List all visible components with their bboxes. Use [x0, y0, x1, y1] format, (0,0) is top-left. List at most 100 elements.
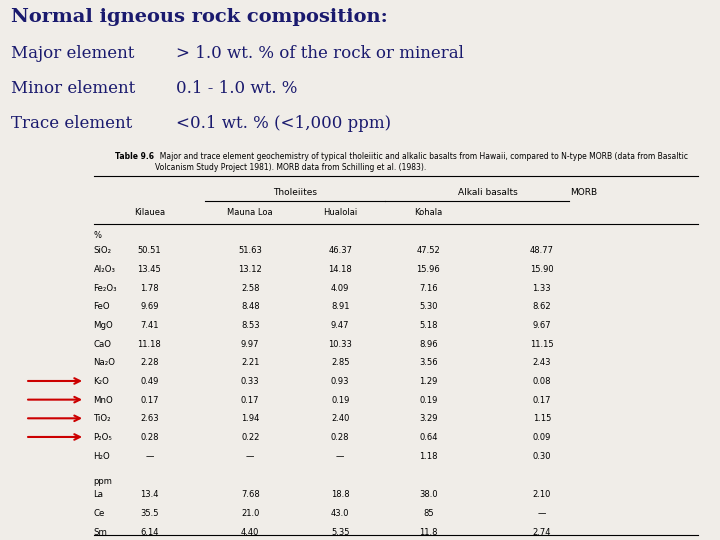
Text: 0.1 - 1.0 wt. %: 0.1 - 1.0 wt. %: [176, 80, 298, 97]
Text: 8.96: 8.96: [419, 340, 438, 349]
Text: Kohala: Kohala: [414, 207, 443, 217]
Text: 85: 85: [423, 509, 433, 518]
Text: Major element: Major element: [11, 45, 134, 62]
Text: 0.22: 0.22: [241, 433, 259, 442]
Text: Al₂O₃: Al₂O₃: [94, 265, 116, 274]
Text: 7.16: 7.16: [419, 284, 438, 293]
Text: 47.52: 47.52: [417, 246, 440, 255]
Text: Major and trace element geochemistry of typical tholeiitic and alkalic basalts f: Major and trace element geochemistry of …: [155, 152, 688, 172]
Text: 0.08: 0.08: [533, 377, 551, 386]
Text: P₂O₅: P₂O₅: [94, 433, 112, 442]
Text: 8.48: 8.48: [241, 302, 259, 312]
Text: 0.19: 0.19: [331, 396, 349, 405]
Text: 0.17: 0.17: [533, 396, 551, 405]
Text: 43.0: 43.0: [331, 509, 349, 518]
Text: Na₂O: Na₂O: [94, 359, 116, 367]
Text: 14.18: 14.18: [328, 265, 352, 274]
Text: 51.63: 51.63: [238, 246, 262, 255]
Text: 0.30: 0.30: [533, 452, 551, 461]
Text: > 1.0 wt. % of the rock or mineral: > 1.0 wt. % of the rock or mineral: [176, 45, 464, 62]
Text: 7.68: 7.68: [240, 490, 260, 500]
Text: 2.74: 2.74: [533, 528, 551, 537]
Text: K₂O: K₂O: [94, 377, 109, 386]
Text: H₂O: H₂O: [94, 452, 110, 461]
Text: 6.14: 6.14: [140, 528, 158, 537]
Text: MORB: MORB: [570, 188, 597, 197]
Text: Ce: Ce: [94, 509, 105, 518]
Text: Kilauea: Kilauea: [134, 207, 165, 217]
Text: 2.21: 2.21: [241, 359, 259, 367]
Text: 9.97: 9.97: [241, 340, 259, 349]
Text: 3.56: 3.56: [419, 359, 438, 367]
Text: 11.18: 11.18: [138, 340, 161, 349]
Text: 2.43: 2.43: [533, 359, 551, 367]
Text: 5.30: 5.30: [419, 302, 438, 312]
Text: 1.78: 1.78: [140, 284, 158, 293]
Text: 1.29: 1.29: [419, 377, 438, 386]
Text: Tholeiites: Tholeiites: [273, 188, 318, 197]
Text: 9.69: 9.69: [140, 302, 158, 312]
Text: 0.93: 0.93: [331, 377, 349, 386]
Text: 35.5: 35.5: [140, 509, 158, 518]
Text: <0.1 wt. % (<1,000 ppm): <0.1 wt. % (<1,000 ppm): [176, 115, 392, 132]
Text: 7.41: 7.41: [140, 321, 158, 330]
Text: 11.8: 11.8: [419, 528, 438, 537]
Text: Normal igneous rock composition:: Normal igneous rock composition:: [11, 8, 387, 25]
Text: 8.91: 8.91: [331, 302, 349, 312]
Text: 8.53: 8.53: [241, 321, 259, 330]
Text: 9.67: 9.67: [533, 321, 551, 330]
Text: 0.64: 0.64: [419, 433, 438, 442]
Text: 38.0: 38.0: [419, 490, 438, 500]
Text: 5.35: 5.35: [331, 528, 349, 537]
Text: 0.28: 0.28: [331, 433, 349, 442]
Text: 13.4: 13.4: [140, 490, 158, 500]
Text: 21.0: 21.0: [241, 509, 259, 518]
Text: 13.45: 13.45: [138, 265, 161, 274]
Text: —: —: [336, 452, 344, 461]
Text: FeO: FeO: [94, 302, 110, 312]
Text: Table 9.6: Table 9.6: [115, 152, 154, 161]
Text: 8.62: 8.62: [533, 302, 551, 312]
Text: 15.90: 15.90: [530, 265, 554, 274]
Text: 48.77: 48.77: [530, 246, 554, 255]
Text: Mauna Loa: Mauna Loa: [228, 207, 273, 217]
Text: 10.33: 10.33: [328, 340, 352, 349]
Text: —: —: [246, 452, 254, 461]
Text: La: La: [94, 490, 104, 500]
Text: 18.8: 18.8: [331, 490, 349, 500]
Text: Minor element: Minor element: [11, 80, 135, 97]
Text: Fe₂O₃: Fe₂O₃: [94, 284, 117, 293]
Text: 0.19: 0.19: [419, 396, 438, 405]
Text: %: %: [94, 231, 102, 240]
Text: 50.51: 50.51: [138, 246, 161, 255]
Text: MgO: MgO: [94, 321, 113, 330]
Text: 2.85: 2.85: [331, 359, 349, 367]
Text: 0.28: 0.28: [140, 433, 158, 442]
Text: CaO: CaO: [94, 340, 112, 349]
Text: 0.09: 0.09: [533, 433, 551, 442]
Text: 0.33: 0.33: [241, 377, 259, 386]
Text: 2.58: 2.58: [241, 284, 259, 293]
Text: 4.40: 4.40: [241, 528, 259, 537]
Text: SiO₂: SiO₂: [94, 246, 112, 255]
Text: —: —: [145, 452, 153, 461]
Text: Sm: Sm: [94, 528, 107, 537]
Text: 13.12: 13.12: [238, 265, 262, 274]
Text: 2.40: 2.40: [331, 414, 349, 423]
Text: 1.15: 1.15: [533, 414, 551, 423]
Text: 15.96: 15.96: [417, 265, 440, 274]
Text: 2.10: 2.10: [533, 490, 551, 500]
Text: Hualolai: Hualolai: [323, 207, 357, 217]
Text: —: —: [538, 509, 546, 518]
Text: 11.15: 11.15: [530, 340, 554, 349]
Text: 1.94: 1.94: [241, 414, 259, 423]
Text: 0.17: 0.17: [140, 396, 158, 405]
Text: 2.28: 2.28: [140, 359, 158, 367]
Text: 1.18: 1.18: [419, 452, 438, 461]
Text: Alkali basalts: Alkali basalts: [458, 188, 518, 197]
Text: 1.33: 1.33: [533, 284, 551, 293]
Text: 5.18: 5.18: [419, 321, 438, 330]
Text: Trace element: Trace element: [11, 115, 132, 132]
Text: ppm: ppm: [94, 477, 112, 487]
Text: 46.37: 46.37: [328, 246, 352, 255]
